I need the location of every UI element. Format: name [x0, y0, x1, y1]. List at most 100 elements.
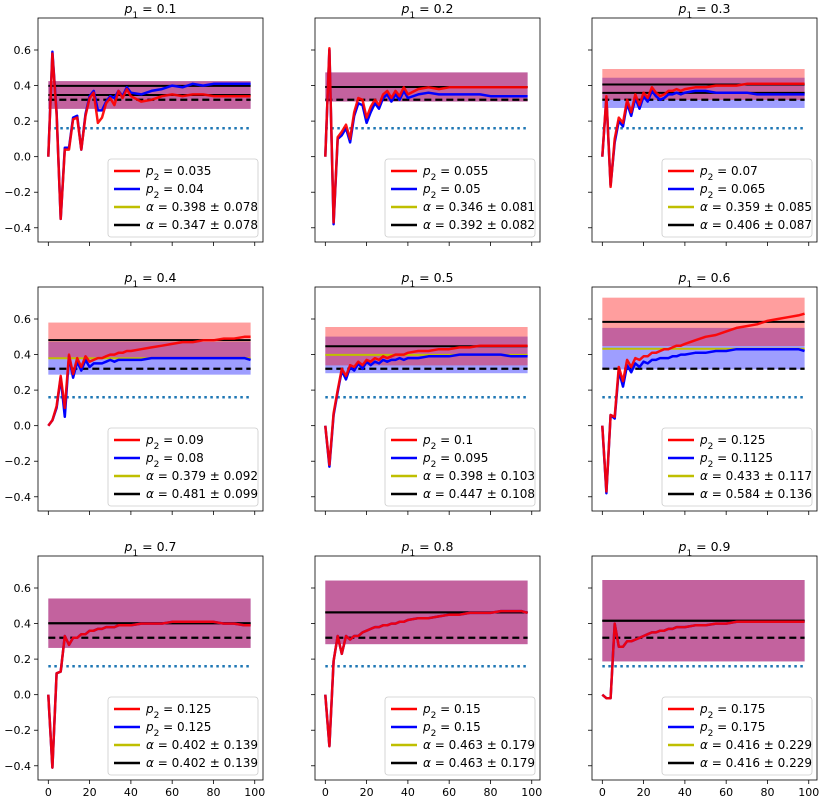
- subplot-title: p1 = 0.6: [678, 270, 731, 290]
- subplot-title: p1 = 0.2: [401, 1, 454, 21]
- y-tick-label: 0.0: [14, 151, 32, 164]
- x-tick-label: 20: [83, 786, 97, 799]
- axes-frame: [37, 17, 264, 243]
- axes-frame: [314, 286, 541, 512]
- legend-label: p2 = 0.1: [422, 433, 473, 452]
- series-line: [47, 335, 251, 427]
- x-tick-label: 0: [322, 786, 329, 799]
- x-tick-label: 100: [244, 786, 265, 799]
- y-tick-label: −0.2: [4, 455, 31, 468]
- plot-area: [324, 46, 528, 226]
- x-tick-label: 60: [719, 786, 733, 799]
- series-line: [601, 82, 805, 189]
- y-tick-label: 0.4: [14, 618, 32, 631]
- legend-label: p2 = 0.035: [145, 164, 211, 183]
- x-tick-label: 60: [165, 786, 179, 799]
- axes-frame: [591, 555, 818, 781]
- axes-frame: [314, 17, 541, 243]
- y-tick-label: 0.2: [14, 115, 32, 128]
- legend-label: α = 0.584 ± 0.136: [700, 487, 812, 501]
- y-tick-label: 0.4: [14, 349, 32, 362]
- legend-label: p2 = 0.1125: [699, 451, 773, 470]
- legend-label: p2 = 0.08: [145, 451, 204, 470]
- legend-box: [384, 696, 536, 776]
- legend-label: p2 = 0.125: [699, 433, 765, 452]
- plot-area: [47, 598, 251, 769]
- series-line: [601, 620, 805, 700]
- y-tick-label: −0.4: [4, 760, 31, 773]
- plot-area: [324, 580, 528, 748]
- legend-label: α = 0.402 ± 0.139: [146, 756, 258, 770]
- x-tick-label: 20: [360, 786, 374, 799]
- plot-area: [47, 50, 251, 221]
- legend-label: α = 0.463 ± 0.179: [423, 738, 535, 752]
- series-line: [324, 609, 528, 748]
- axes-frame: [37, 286, 264, 512]
- y-tick-label: 0.2: [14, 653, 32, 666]
- legend-label: α = 0.347 ± 0.078: [146, 218, 258, 232]
- legend-box: [384, 427, 536, 507]
- legend-box: [384, 158, 536, 238]
- series-line: [324, 46, 528, 224]
- subplot-title: p1 = 0.9: [678, 539, 731, 559]
- y-tick-label: 0.0: [14, 420, 32, 433]
- x-tick-label: 100: [798, 786, 819, 799]
- legend-label: α = 0.406 ± 0.087: [700, 218, 812, 232]
- legend-label: p2 = 0.15: [422, 720, 481, 739]
- legend-label: p2 = 0.055: [422, 164, 488, 183]
- legend-box: [661, 427, 813, 507]
- legend-label: α = 0.392 ± 0.082: [423, 218, 535, 232]
- x-tick-label: 80: [483, 786, 497, 799]
- subplot-4: −0.4 −0.2 0.0 0.2 0.4 0.6 p1 = 0.4 p2 = 0.09p2 …: [4, 270, 264, 515]
- plot-area: [601, 580, 805, 700]
- axes-frame: [314, 555, 541, 781]
- x-tick-label: 40: [124, 786, 138, 799]
- legend-label: α = 0.346 ± 0.081: [423, 200, 535, 214]
- axes-frame: [591, 286, 818, 512]
- legend-label: p2 = 0.095: [422, 451, 488, 470]
- subplot-title: p1 = 0.1: [124, 1, 177, 21]
- plot-area: [601, 69, 805, 189]
- legend-label: α = 0.433 ± 0.117: [700, 469, 812, 483]
- x-tick-label: 40: [678, 786, 692, 799]
- legend-label: α = 0.359 ± 0.085: [700, 200, 812, 214]
- subplot-title: p1 = 0.3: [678, 1, 731, 21]
- legend-label: p2 = 0.175: [699, 702, 765, 721]
- legend-label: α = 0.463 ± 0.179: [423, 756, 535, 770]
- legend-label: α = 0.398 ± 0.103: [423, 469, 535, 483]
- series-line: [47, 620, 251, 769]
- y-tick-label: 0.2: [14, 384, 32, 397]
- x-tick-label: 20: [637, 786, 651, 799]
- subplot-7: 0 20 40 60 80 100 −0.4 −0.2 0.0 0.2 0.4 0.6 p1 = 0.7…: [4, 539, 265, 799]
- legend-label: α = 0.416 ± 0.229: [700, 738, 812, 752]
- legend-label: p2 = 0.125: [145, 720, 211, 739]
- axes-frame: [37, 555, 264, 781]
- y-tick-label: −0.2: [4, 724, 31, 737]
- legend-box: [107, 158, 259, 238]
- subplot-title: p1 = 0.7: [124, 539, 177, 559]
- legend-label: p2 = 0.15: [422, 702, 481, 721]
- legend-label: p2 = 0.09: [145, 433, 204, 452]
- x-tick-label: 0: [45, 786, 52, 799]
- y-tick-label: −0.2: [4, 186, 31, 199]
- subplot-title: p1 = 0.4: [124, 270, 177, 290]
- legend-label: α = 0.481 ± 0.099: [146, 487, 258, 501]
- subplot-1: −0.4 −0.2 0.0 0.2 0.4 0.6 p1 = 0.1 p2 = 0.035p2…: [4, 1, 264, 246]
- series-line: [47, 52, 251, 221]
- y-tick-label: −0.4: [4, 222, 31, 235]
- legend-label: p2 = 0.04: [145, 182, 204, 201]
- legend-label: α = 0.402 ± 0.139: [146, 738, 258, 752]
